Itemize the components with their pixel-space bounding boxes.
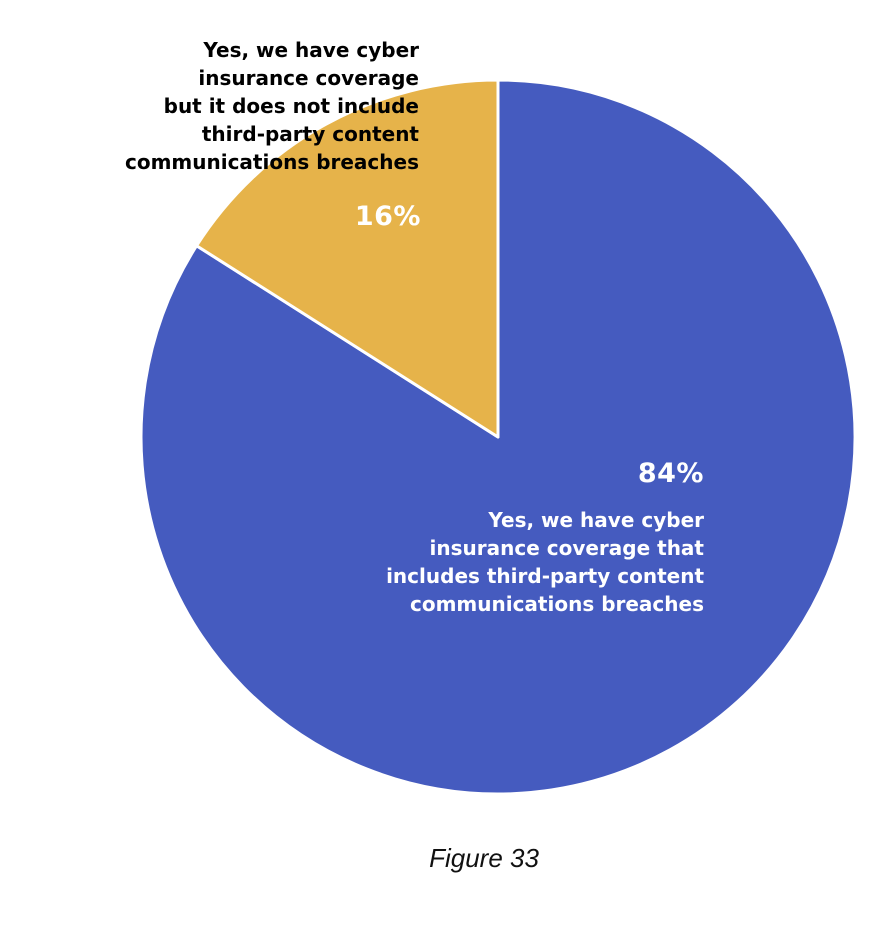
slice-label-coverage-includes: Yes, we have cyber insurance coverage th… (386, 508, 704, 616)
slice-label-coverage-excludes: Yes, we have cyber insurance coverage bu… (124, 38, 419, 174)
pie-slice-coverage-includes (139, 78, 857, 796)
pie-slice-coverage-excludes (195, 78, 500, 439)
slice-value-coverage-includes: 84% (637, 458, 704, 489)
figure-caption: Figure 33 (429, 843, 539, 873)
slice-value-coverage-excludes: 16% (354, 201, 421, 232)
pie-slices (139, 78, 857, 796)
